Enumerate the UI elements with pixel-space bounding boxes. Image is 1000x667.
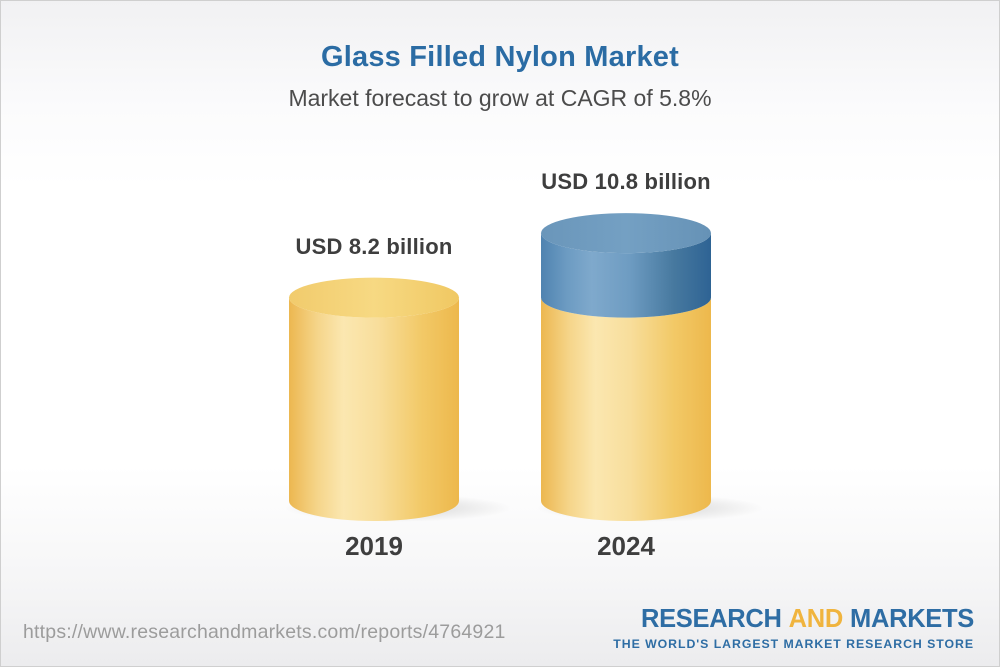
logo-tagline: THE WORLD'S LARGEST MARKET RESEARCH STOR… — [613, 636, 974, 651]
logo-word-research: RESEARCH — [640, 605, 782, 634]
logo-word-markets: MARKETS — [850, 605, 974, 634]
year-label-1: 2024 — [597, 531, 655, 561]
chart-subtitle: Market forecast to grow at CAGR of 5.8% — [288, 85, 712, 111]
year-label-0: 2019 — [345, 531, 403, 561]
cylinder-yellow-top — [289, 277, 459, 318]
research-and-markets-logo: RESEARCH AND MARKETS THE WORLD'S LARGEST M… — [613, 605, 974, 651]
bar-2024 — [537, 213, 763, 522]
chart-title: Glass Filled Nylon Market — [321, 41, 679, 73]
cylinder-blue-top — [541, 213, 711, 254]
logo-word-and: AND — [788, 605, 844, 634]
value-label-1: USD 10.8 billion — [541, 169, 711, 195]
bar-2019 — [285, 277, 511, 522]
cylinder-yellow-side — [541, 297, 711, 521]
cylinder-blue-side — [541, 233, 711, 318]
cylinder-yellow-side — [289, 297, 459, 521]
source-url: https://www.researchandmarkets.com/repor… — [23, 621, 506, 643]
value-label-0: USD 8.2 billion — [295, 233, 453, 259]
logo-wordmark: RESEARCH AND MARKETS — [613, 605, 974, 634]
